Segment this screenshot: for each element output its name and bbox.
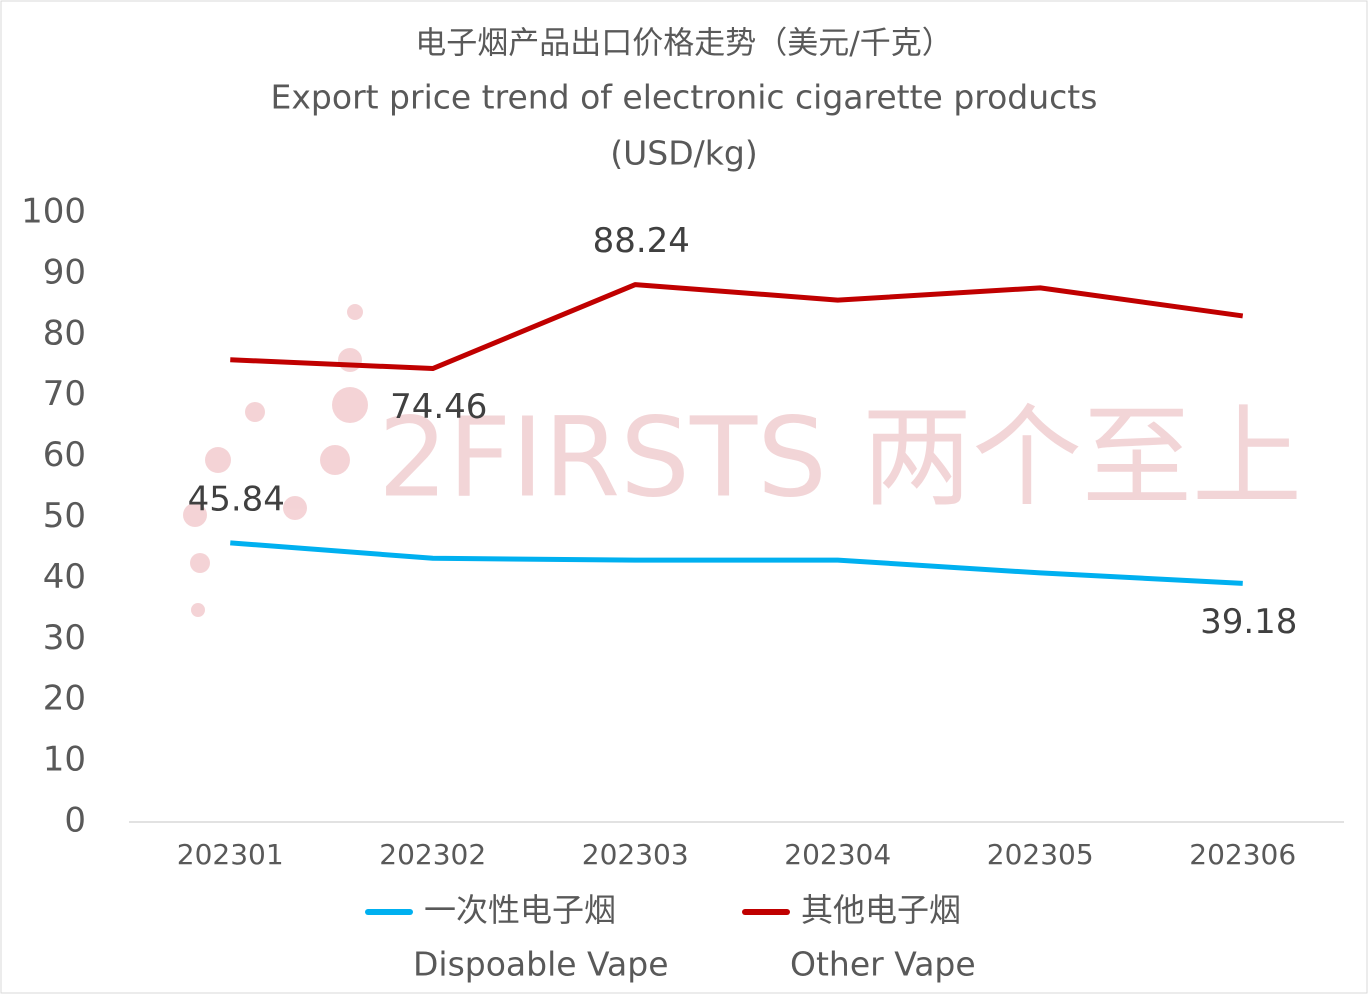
y-tick-label: 80 xyxy=(43,313,86,353)
data-label: 88.24 xyxy=(593,221,690,261)
line-series xyxy=(230,540,1243,586)
x-tick-label: 202302 xyxy=(379,838,486,871)
y-tick-label: 60 xyxy=(43,435,86,475)
x-tick-label: 202304 xyxy=(784,838,891,871)
legend-label: 其他电子烟 xyxy=(801,891,961,929)
x-tick-label: 202305 xyxy=(987,838,1094,871)
x-tick-label: 202303 xyxy=(582,838,689,871)
y-tick-label: 50 xyxy=(43,496,86,536)
data-label: 45.84 xyxy=(188,479,285,519)
legend-label: Dispoable Vape xyxy=(413,945,669,984)
y-tick-label: 10 xyxy=(43,740,86,780)
y-tick-label: 20 xyxy=(43,679,86,719)
y-tick-label: 40 xyxy=(43,557,86,597)
line-series xyxy=(230,282,1244,372)
data-label: 39.18 xyxy=(1200,602,1297,642)
legend-label: 一次性电子烟 xyxy=(424,891,616,929)
x-tick-label: 202301 xyxy=(177,838,284,871)
y-tick-label: 100 xyxy=(21,192,86,232)
y-tick-label: 30 xyxy=(43,618,86,658)
data-label: 74.46 xyxy=(390,387,487,427)
chart-subtitle: (USD/kg) xyxy=(610,134,757,173)
watermark-logo xyxy=(183,304,368,617)
watermark: 2FIRSTS 两个至上 xyxy=(378,393,1302,521)
y-tick-label: 0 xyxy=(64,801,86,841)
y-tick-label: 70 xyxy=(43,374,86,414)
y-tick-label: 90 xyxy=(43,252,86,292)
x-tick-label: 202306 xyxy=(1189,838,1296,871)
chart-title: 电子烟产品出口价格走势（美元/千克） xyxy=(415,26,952,62)
legend-label: Other Vape xyxy=(790,945,976,984)
chart-subtitle: Export price trend of electronic cigaret… xyxy=(271,78,1098,117)
